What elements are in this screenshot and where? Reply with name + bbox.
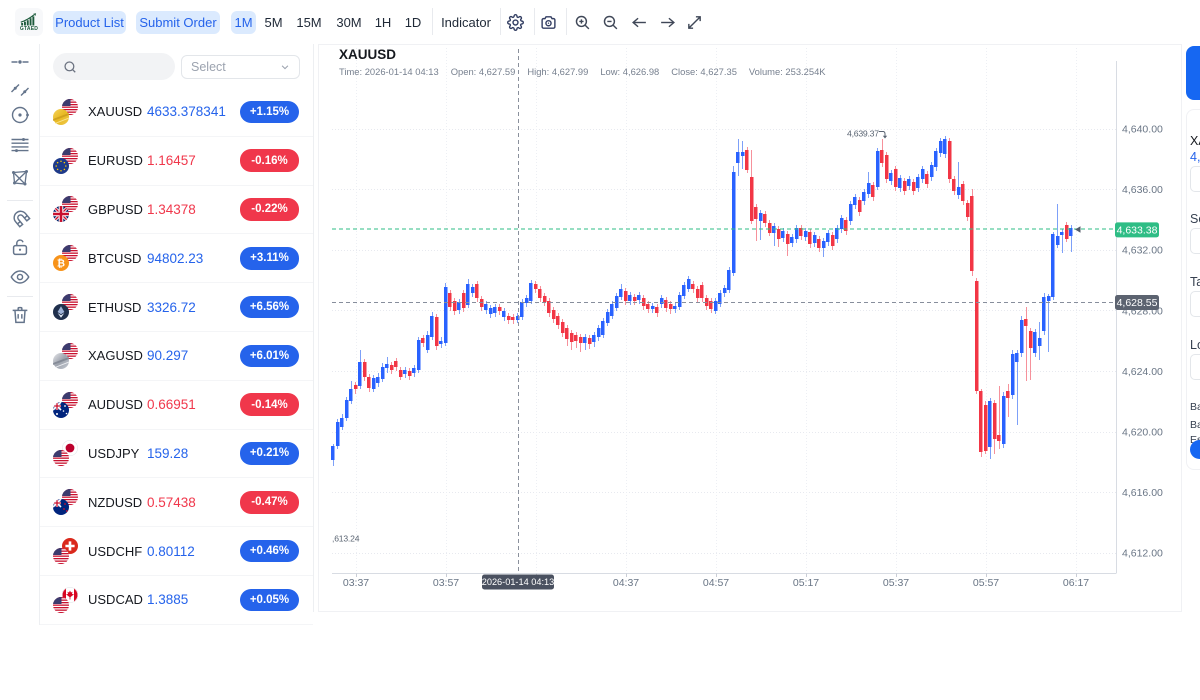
svg-text:4,633.38: 4,633.38 (1117, 224, 1158, 236)
svg-text:05:17: 05:17 (793, 577, 819, 589)
svg-text:05:57: 05:57 (973, 577, 999, 589)
svg-text:04:37: 04:37 (613, 577, 639, 589)
svg-text:04:57: 04:57 (703, 577, 729, 589)
svg-text:05:37: 05:37 (883, 577, 909, 589)
svg-text:2026-01-14 04:13: 2026-01-14 04:13 (482, 577, 555, 587)
svg-text:06:17: 06:17 (1063, 577, 1089, 589)
svg-text:4,636.00: 4,636.00 (1122, 184, 1163, 196)
svg-text:₿: ₿ (57, 258, 65, 270)
svg-text:4,612.00: 4,612.00 (1122, 548, 1163, 560)
svg-text:4,639.37: 4,639.37 (847, 129, 879, 139)
svg-text:4,628.55: 4,628.55 (1117, 297, 1158, 309)
svg-text:4,616.00: 4,616.00 (1122, 487, 1163, 499)
svg-text:4,624.00: 4,624.00 (1122, 366, 1163, 378)
svg-text:4,620.00: 4,620.00 (1122, 427, 1163, 439)
svg-text:03:57: 03:57 (433, 577, 459, 589)
svg-text:03:37: 03:37 (343, 577, 369, 589)
svg-text:4,632.00: 4,632.00 (1122, 245, 1163, 257)
svg-text:,613.24: ,613.24 (332, 534, 360, 544)
svg-text:4,640.00: 4,640.00 (1122, 124, 1163, 136)
